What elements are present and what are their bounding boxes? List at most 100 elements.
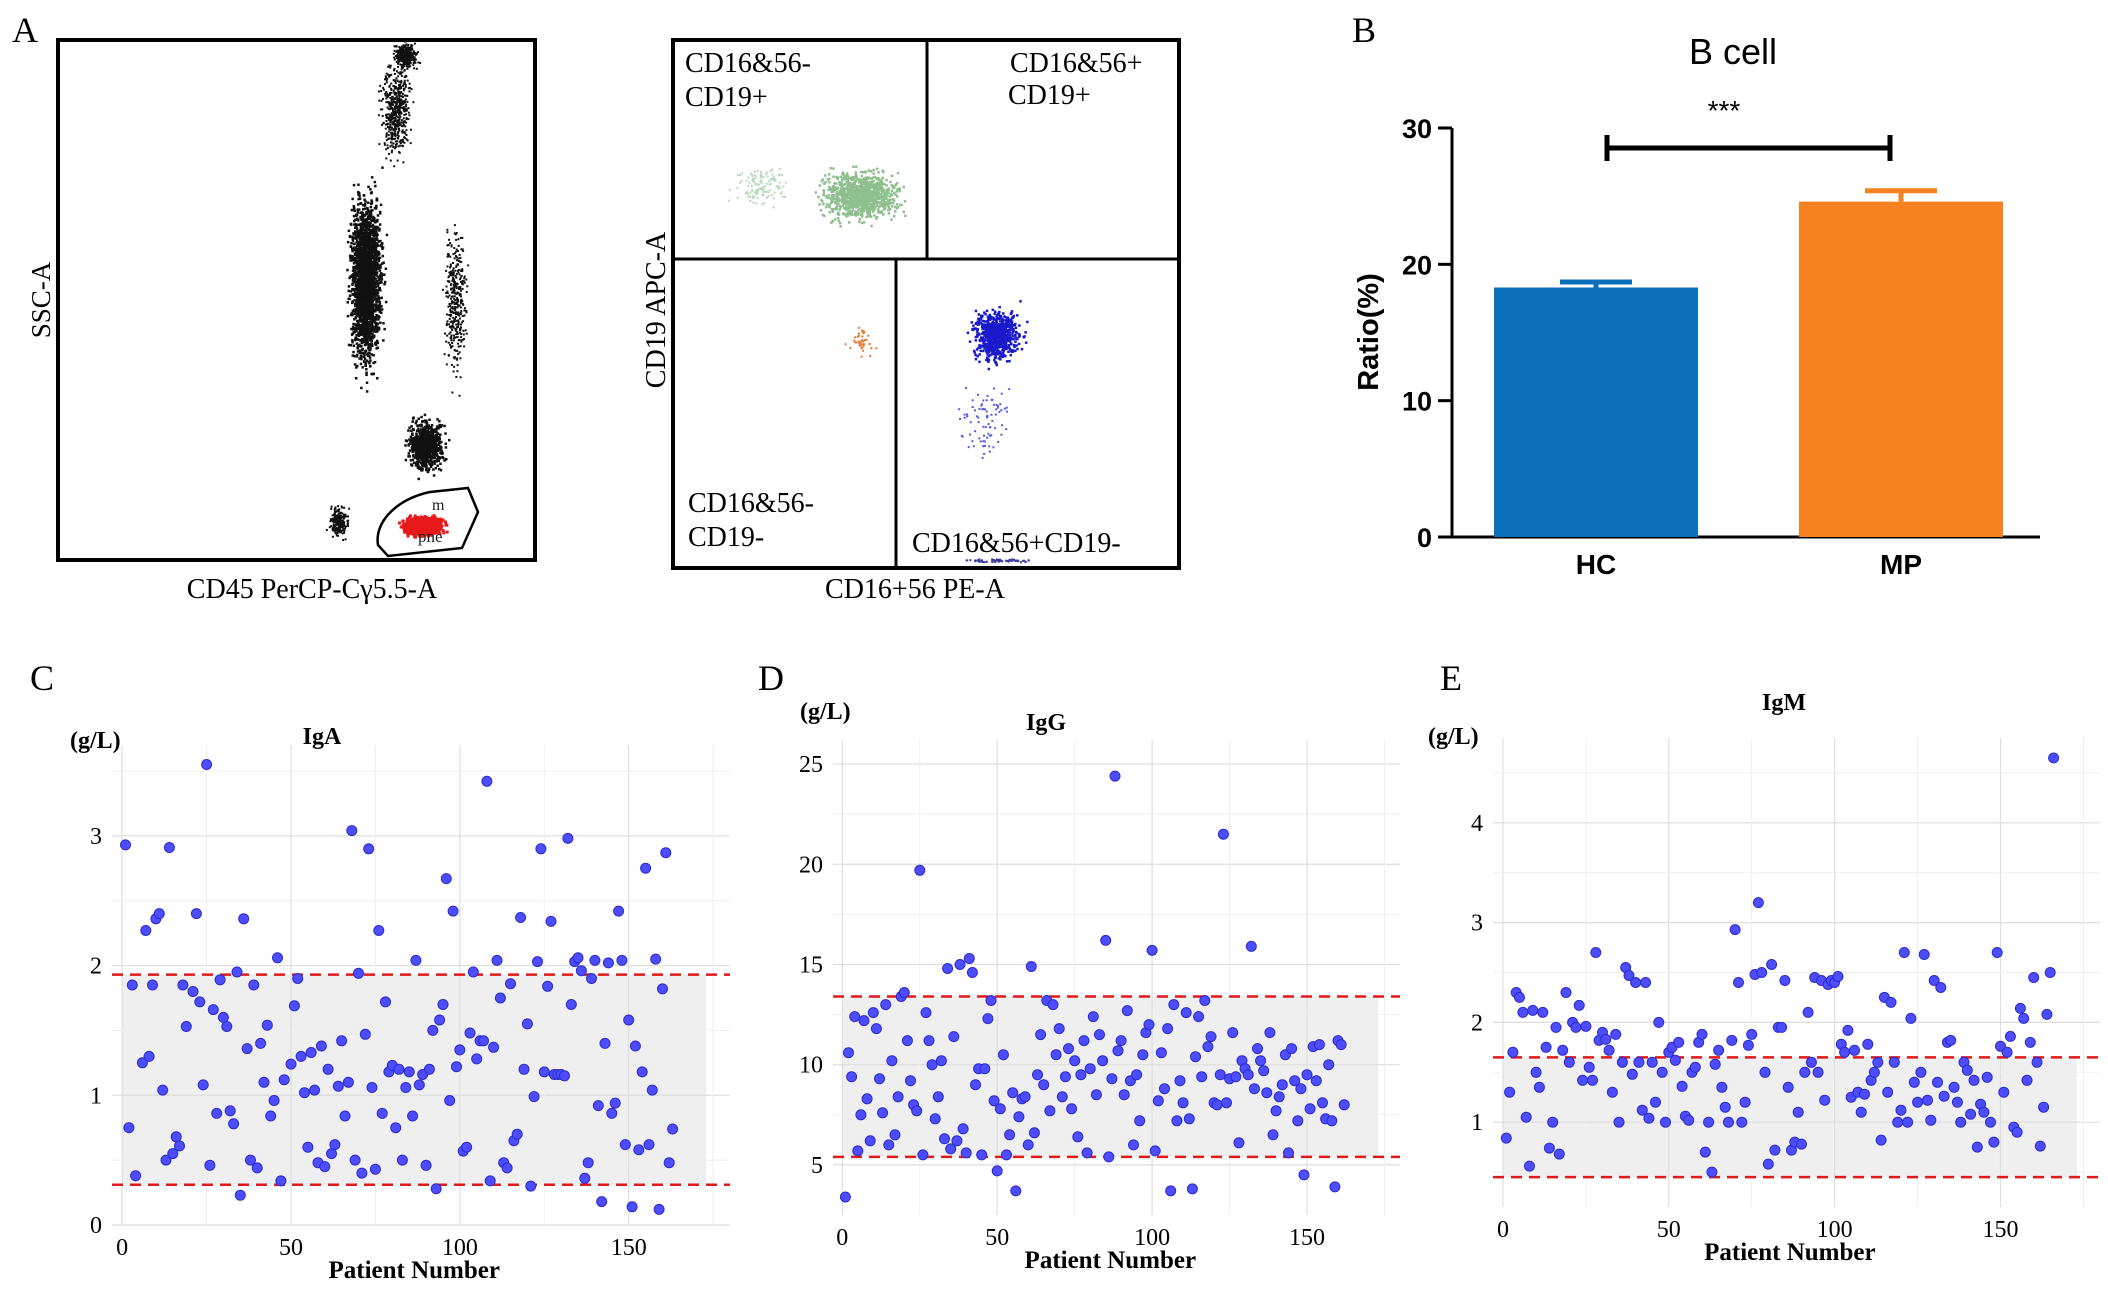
event-dot — [403, 60, 406, 63]
event-dot — [408, 50, 411, 53]
event-dot — [389, 124, 392, 127]
event-dot — [416, 52, 418, 55]
event-dot — [417, 437, 420, 441]
event-dot — [370, 237, 374, 240]
event-dot — [399, 110, 402, 113]
event-dot — [456, 291, 459, 294]
event-dot — [353, 363, 357, 366]
event-dot — [414, 421, 418, 425]
event-dot — [384, 127, 387, 130]
event-dot — [398, 87, 401, 90]
event-dot — [399, 48, 402, 51]
event-dot — [398, 124, 401, 127]
event-dot — [387, 122, 390, 125]
event-dot — [359, 240, 362, 244]
gated-event-dot — [415, 516, 419, 520]
event-dot — [408, 426, 411, 430]
event-dot — [455, 336, 458, 339]
event-dot — [408, 49, 411, 52]
event-dot — [364, 364, 367, 367]
event-dot — [397, 116, 399, 119]
event-dot — [418, 431, 422, 435]
event-dot — [363, 343, 367, 347]
event-dot — [419, 435, 423, 439]
event-dot — [449, 315, 452, 318]
event-dot — [421, 434, 425, 437]
event-dot — [363, 284, 366, 288]
event-dot — [452, 267, 455, 270]
event-dot — [380, 242, 384, 245]
event-dot — [411, 450, 414, 454]
event-dot — [361, 322, 365, 325]
event-dot — [361, 218, 364, 221]
event-dot — [391, 118, 394, 120]
event-dot — [459, 306, 462, 309]
event-dot — [417, 417, 420, 420]
event-dot — [421, 437, 424, 440]
event-dot — [374, 341, 378, 344]
event-dot — [392, 52, 395, 55]
event-dot — [350, 327, 353, 331]
event-dot — [448, 303, 451, 305]
event-dot — [352, 246, 356, 250]
event-dot — [371, 337, 374, 340]
event-dot — [347, 524, 349, 527]
event-dot — [390, 91, 393, 94]
event-dot — [357, 331, 360, 334]
event-dot — [358, 357, 361, 360]
event-dot — [405, 39, 408, 42]
event-dot — [425, 464, 428, 467]
event-dot — [367, 232, 371, 235]
event-dot — [337, 534, 340, 537]
event-dot — [415, 434, 418, 438]
event-dot — [338, 515, 341, 518]
event-dot — [370, 199, 373, 202]
event-dot — [450, 270, 453, 273]
event-dot — [429, 426, 433, 429]
event-dot — [339, 522, 342, 525]
event-dot — [369, 274, 373, 278]
event-dot — [461, 300, 464, 303]
event-dot — [438, 419, 441, 423]
event-dot — [374, 252, 377, 255]
event-dot — [333, 512, 336, 515]
event-dot — [373, 269, 376, 272]
event-dot — [373, 283, 376, 287]
event-dot — [429, 436, 432, 440]
event-dot — [352, 205, 356, 208]
event-dot — [456, 332, 459, 335]
event-dot — [403, 81, 406, 84]
event-dot — [352, 322, 355, 326]
event-dot — [392, 109, 395, 112]
event-dot — [400, 100, 403, 103]
event-dot — [451, 342, 454, 344]
event-dot — [405, 75, 408, 78]
event-dot — [403, 87, 406, 90]
event-dot — [427, 467, 431, 470]
event-dot — [459, 237, 462, 239]
event-dot — [373, 316, 376, 319]
event-dot — [409, 435, 413, 439]
event-dot — [350, 312, 353, 315]
event-dot — [435, 452, 438, 455]
event-dot — [394, 120, 397, 123]
event-dot — [385, 233, 389, 237]
event-dot — [435, 425, 439, 428]
event-dot — [460, 274, 463, 277]
event-dot — [453, 320, 455, 323]
event-dot — [354, 337, 357, 341]
event-dot — [381, 108, 384, 111]
event-dot — [388, 137, 391, 140]
event-dot — [334, 531, 337, 534]
event-dot — [412, 101, 415, 104]
event-dot — [414, 53, 417, 56]
event-dot — [389, 92, 392, 94]
event-dot — [354, 259, 357, 262]
event-dot — [357, 250, 360, 253]
event-dot — [400, 72, 403, 75]
event-dot — [357, 297, 360, 300]
event-dot — [337, 525, 340, 528]
event-dot — [382, 122, 385, 125]
event-dot — [432, 447, 435, 450]
event-dot — [425, 433, 428, 436]
